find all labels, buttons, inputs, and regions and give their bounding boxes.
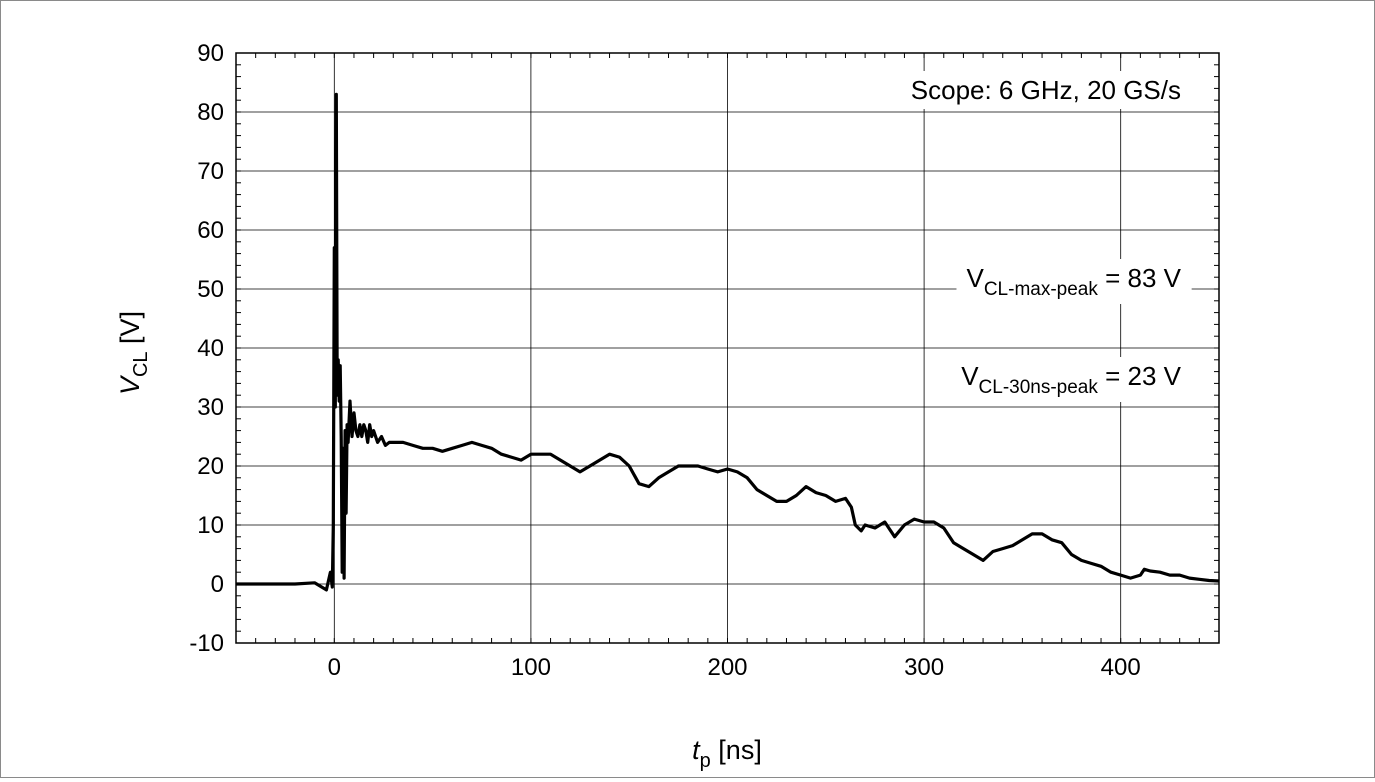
- y-tick-label: 80: [197, 99, 224, 126]
- x-tick-label: 200: [707, 654, 747, 681]
- y-tick-label: 90: [197, 40, 224, 67]
- series-group: [236, 92, 1220, 592]
- y-axis-label: VCL [V]: [115, 311, 152, 395]
- x-tick-label: 300: [904, 654, 944, 681]
- y-tick-label: 50: [197, 276, 224, 303]
- series-line: [236, 92, 1220, 592]
- y-tick-label: 40: [197, 335, 224, 362]
- vmax-value: = 83 V: [1098, 263, 1182, 293]
- y-tick-label: 10: [197, 512, 224, 539]
- scope-annotation: Scope: 6 GHz, 20 GS/s: [911, 75, 1181, 105]
- v30-annotation-box: [951, 357, 1192, 402]
- y-tick-label: 60: [197, 217, 224, 244]
- x-axis-symbol: t: [692, 735, 701, 765]
- x-axis-subscript: p: [700, 750, 711, 772]
- vmax-annotation: VCL-max-peak = 83 V: [966, 263, 1181, 300]
- v30-subscript: CL-30ns-peak: [979, 377, 1099, 398]
- v30-annotation: VCL-30ns-peak = 23 V: [961, 361, 1181, 398]
- vmax-annotation-box: [956, 259, 1192, 304]
- v30-symbol: V: [961, 361, 979, 391]
- y-tick-label: 70: [197, 158, 224, 185]
- scope-annotation-box: [900, 71, 1191, 109]
- y-tick-label: 20: [197, 453, 224, 480]
- x-axis-unit: [ns]: [711, 735, 762, 765]
- tick-labels: -10 0 10 20 30 40 50 60 70 80 90 0 100 200 300 400: [189, 40, 1140, 681]
- v30-value: = 23 V: [1098, 361, 1182, 391]
- y-tick-label: 30: [197, 394, 224, 421]
- vmax-symbol: V: [966, 263, 984, 293]
- vmax-subscript: CL-max-peak: [984, 279, 1099, 300]
- y-axis-unit: [V]: [115, 311, 145, 352]
- plot-area-border: [235, 52, 1220, 644]
- x-tick-label: 100: [511, 654, 551, 681]
- y-axis-symbol: V: [115, 374, 145, 395]
- x-axis-label: tp [ns]: [692, 735, 762, 772]
- y-tick-label: -10: [189, 630, 224, 657]
- x-tick-label: 0: [328, 654, 341, 681]
- y-tick-label: 0: [211, 571, 224, 598]
- x-tick-label: 400: [1101, 654, 1141, 681]
- y-axis-subscript: CL: [130, 351, 152, 377]
